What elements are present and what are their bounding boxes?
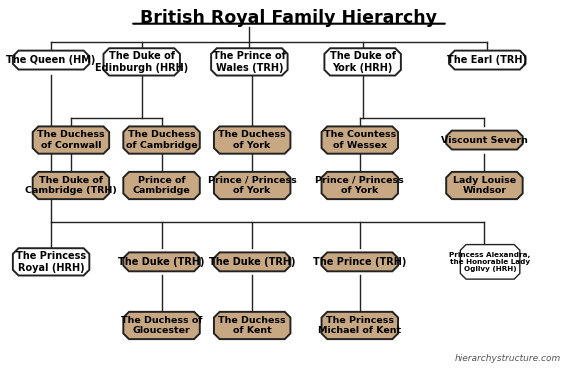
Polygon shape xyxy=(321,172,398,199)
Polygon shape xyxy=(123,127,200,154)
Text: Viscount Severn: Viscount Severn xyxy=(441,135,528,145)
Polygon shape xyxy=(33,172,109,199)
Polygon shape xyxy=(321,312,398,339)
Polygon shape xyxy=(13,248,90,276)
Text: The Duke (TRH): The Duke (TRH) xyxy=(118,257,205,267)
Text: British Royal Family Hierarchy: British Royal Family Hierarchy xyxy=(140,9,438,26)
Polygon shape xyxy=(324,48,401,76)
Text: The Duke (TRH): The Duke (TRH) xyxy=(209,257,295,267)
Text: The Duchess of
Gloucester: The Duchess of Gloucester xyxy=(121,316,202,335)
Text: The Queen (HM): The Queen (HM) xyxy=(6,55,96,65)
Text: The Prince of
Wales (TRH): The Prince of Wales (TRH) xyxy=(213,51,286,73)
Text: Prince / Princess
of York: Prince / Princess of York xyxy=(208,175,297,196)
Polygon shape xyxy=(214,252,290,271)
Polygon shape xyxy=(123,312,200,339)
Polygon shape xyxy=(123,172,200,199)
Text: Prince of
Cambridge: Prince of Cambridge xyxy=(133,175,190,196)
Polygon shape xyxy=(446,131,523,150)
Text: Prince / Princess
of York: Prince / Princess of York xyxy=(316,175,404,196)
Text: The Earl (TRH): The Earl (TRH) xyxy=(447,55,527,65)
Text: The Duchess
of Cambridge: The Duchess of Cambridge xyxy=(126,130,197,150)
Text: The Duchess
of York: The Duchess of York xyxy=(218,130,286,150)
Polygon shape xyxy=(103,48,180,76)
Polygon shape xyxy=(211,48,288,76)
Text: The Countess
of Wessex: The Countess of Wessex xyxy=(324,130,396,150)
Polygon shape xyxy=(214,312,290,339)
Polygon shape xyxy=(123,252,200,271)
Polygon shape xyxy=(321,127,398,154)
Text: Princess Alexandra,
the Honorable Lady
Ogilvy (HRH): Princess Alexandra, the Honorable Lady O… xyxy=(450,252,531,272)
Text: The Princess
Michael of Kent: The Princess Michael of Kent xyxy=(318,316,401,335)
Polygon shape xyxy=(446,172,523,199)
Text: The Princess
Royal (HRH): The Princess Royal (HRH) xyxy=(16,251,86,273)
Polygon shape xyxy=(449,50,525,69)
Text: The Duchess
of Cornwall: The Duchess of Cornwall xyxy=(37,130,105,150)
Text: The Duke of
Edinburgh (HRH): The Duke of Edinburgh (HRH) xyxy=(95,51,188,73)
Text: The Duke of
York (HRH): The Duke of York (HRH) xyxy=(329,51,395,73)
Polygon shape xyxy=(13,50,90,69)
Polygon shape xyxy=(214,172,290,199)
Text: The Duke of
Cambridge (TRH): The Duke of Cambridge (TRH) xyxy=(25,175,117,196)
Polygon shape xyxy=(321,252,398,271)
Polygon shape xyxy=(33,127,109,154)
Text: hierarchystructure.com: hierarchystructure.com xyxy=(455,354,561,363)
Polygon shape xyxy=(460,244,520,279)
Polygon shape xyxy=(214,127,290,154)
Text: Lady Louise
Windsor: Lady Louise Windsor xyxy=(453,175,516,196)
Text: The Prince (TRH): The Prince (TRH) xyxy=(313,257,406,267)
Text: The Duchess
of Kent: The Duchess of Kent xyxy=(218,316,286,335)
